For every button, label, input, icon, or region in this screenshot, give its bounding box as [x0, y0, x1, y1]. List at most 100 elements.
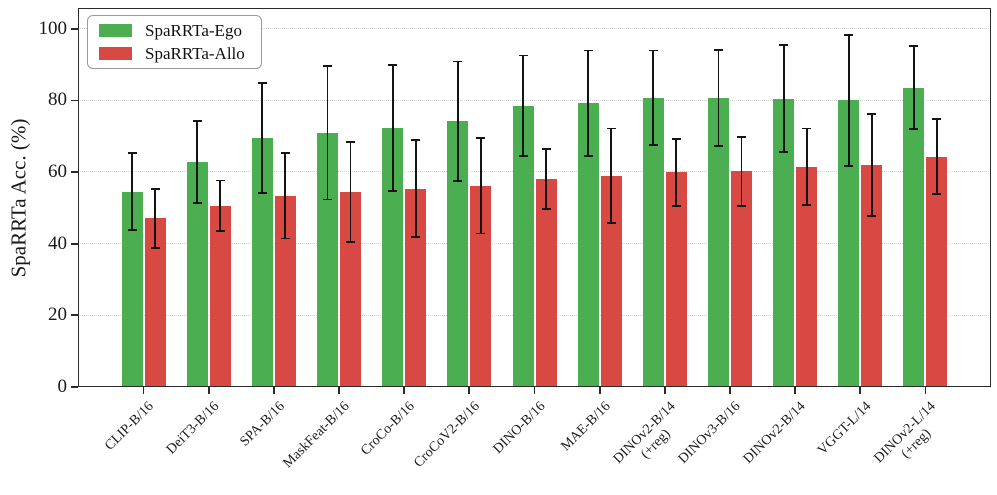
error-bar: [932, 118, 942, 195]
x-tick-mark: [663, 387, 666, 394]
bar-ego: [512, 105, 534, 387]
plot-area: SpaRRTa-Ego SpaRRTa-Allo: [78, 8, 991, 387]
error-cap-bottom: [802, 203, 812, 206]
x-tick-mark: [338, 387, 340, 394]
error-bar: [127, 152, 137, 232]
error-cap-top: [476, 136, 486, 139]
error-cap-top: [388, 63, 398, 66]
x-tick-mark: [859, 387, 862, 394]
x-tick-label: DINOv3-B/16: [675, 399, 744, 467]
y-axis-label: SpaRRTa Acc. (%): [6, 118, 31, 278]
error-line: [740, 135, 743, 207]
error-line: [805, 127, 808, 206]
x-tick-mark: [794, 387, 796, 394]
bar-allo: [144, 218, 166, 387]
error-cap-bottom: [909, 127, 919, 130]
error-line: [391, 63, 394, 193]
error-bar: [583, 49, 593, 157]
error-line: [479, 136, 482, 235]
error-line: [675, 138, 678, 207]
gridline: [78, 314, 991, 316]
bar-allo: [730, 171, 752, 387]
error-cap-bottom: [844, 165, 854, 168]
error-cap-bottom: [541, 208, 551, 211]
y-tick-mark: [71, 314, 78, 317]
error-cap-bottom: [713, 144, 723, 147]
error-cap-bottom: [867, 215, 877, 217]
gridline: [78, 27, 991, 29]
error-cap-top: [671, 138, 681, 140]
y-tick-mark: [71, 386, 78, 388]
error-bar: [280, 152, 290, 240]
error-bar: [215, 179, 225, 232]
error-cap-bottom: [411, 236, 421, 238]
bar-ego: [447, 121, 469, 387]
error-cap-top: [257, 81, 267, 84]
error-cap-bottom: [127, 229, 137, 232]
bar-ego: [382, 128, 404, 387]
error-bar: [648, 49, 658, 146]
error-cap-bottom: [453, 179, 463, 182]
error-line: [326, 64, 329, 201]
x-tick-label: VGGT-L/14: [814, 399, 874, 459]
error-bar: [844, 33, 854, 168]
legend-item: SpaRRTa-Allo: [99, 44, 245, 63]
x-tick-label: DeiT3-B/16: [163, 399, 223, 458]
error-line: [414, 139, 417, 238]
error-line: [284, 152, 287, 240]
error-cap-top: [867, 112, 877, 115]
bar-ego: [317, 132, 339, 387]
y-tick-label: 60: [48, 161, 67, 183]
y-tick-mark: [71, 99, 78, 102]
error-cap-top: [150, 187, 160, 190]
error-line: [717, 49, 720, 147]
grid-layer: [78, 8, 991, 387]
y-tick-mark: [71, 27, 78, 30]
x-tick-mark: [403, 387, 406, 394]
x-tick-mark: [924, 387, 927, 394]
error-bar: [736, 135, 746, 207]
x-tick-mark: [272, 387, 275, 394]
y-tick-label: 40: [48, 232, 67, 254]
error-line: [154, 187, 156, 249]
error-line: [913, 45, 915, 130]
y-tick-label: 100: [38, 17, 68, 39]
error-cap-bottom: [346, 240, 356, 243]
error-line: [587, 49, 590, 157]
error-cap-top: [192, 119, 202, 122]
error-cap-top: [844, 33, 854, 36]
error-cap-bottom: [257, 191, 267, 194]
y-tick-mark: [71, 242, 78, 245]
legend-swatch: [99, 24, 132, 37]
bar-ego: [251, 137, 273, 387]
x-tick-label: SPA-B/16: [237, 399, 288, 450]
bar-allo: [535, 179, 557, 387]
error-cap-top: [323, 64, 333, 67]
error-bar: [541, 148, 551, 211]
error-line: [847, 33, 850, 168]
error-cap-top: [541, 148, 551, 151]
bar-allo: [274, 195, 296, 387]
bar-allo: [796, 166, 818, 387]
x-tick-label: CroCo-B/16: [358, 399, 418, 459]
bar-ego: [186, 162, 208, 387]
error-cap-bottom: [280, 237, 290, 240]
error-bar: [453, 60, 463, 182]
error-line: [782, 44, 785, 154]
bars-layer: [78, 8, 991, 387]
error-cap-top: [606, 127, 616, 130]
bar-allo: [470, 185, 492, 387]
error-line: [545, 148, 547, 211]
error-bar: [606, 127, 616, 224]
error-line: [349, 140, 352, 243]
error-cap-top: [932, 118, 942, 121]
error-cap-top: [346, 140, 356, 143]
x-tick-label: DINOv2-B/14 (+reg): [610, 399, 679, 467]
error-cap-bottom: [932, 193, 942, 195]
error-bar: [150, 187, 160, 249]
error-bar: [518, 54, 528, 157]
error-line: [456, 60, 459, 182]
x-tick-label: DINO-B/16: [490, 399, 549, 457]
y-tick-label: 0: [57, 376, 68, 397]
error-cap-bottom: [648, 143, 658, 146]
